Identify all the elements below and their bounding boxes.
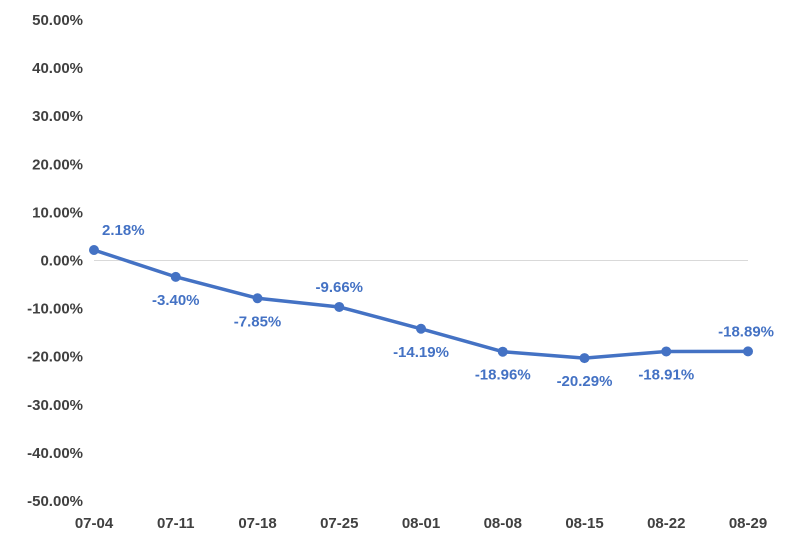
data-label: -18.91%	[638, 366, 694, 383]
data-label: -14.19%	[393, 344, 449, 361]
y-tick-label: 0.00%	[40, 253, 83, 270]
data-point	[252, 293, 263, 304]
y-tick-label: -20.00%	[27, 349, 83, 366]
y-tick-label: -30.00%	[27, 397, 83, 414]
data-point	[661, 346, 672, 357]
data-label: -9.66%	[315, 279, 363, 296]
data-label: 2.18%	[102, 222, 145, 239]
x-tick-label: 08-01	[402, 515, 440, 532]
series-group	[89, 245, 753, 364]
x-tick-label: 07-04	[75, 515, 114, 532]
data-point	[579, 353, 590, 364]
data-point	[170, 271, 181, 282]
y-tick-label: 20.00%	[32, 156, 83, 173]
data-label: -18.96%	[475, 367, 531, 384]
x-tick-label: 07-18	[238, 515, 276, 532]
data-label: -7.85%	[234, 313, 282, 330]
data-label: -18.89%	[718, 323, 774, 340]
x-axis: 07-04 07-11 07-18 07-25 08-01 08-08 08-15 08-22…	[75, 515, 767, 532]
x-tick-label: 07-25	[320, 515, 358, 532]
x-tick-label: 08-22	[647, 515, 685, 532]
y-tick-label: 30.00%	[32, 108, 83, 125]
x-tick-label: 08-29	[729, 515, 767, 532]
y-tick-label: 50.00%	[32, 12, 83, 29]
x-tick-label: 08-08	[484, 515, 522, 532]
data-point	[416, 323, 426, 334]
data-label: -3.40%	[152, 292, 200, 309]
data-label: -20.29%	[557, 373, 613, 390]
data-point	[89, 245, 99, 256]
data-point	[334, 301, 345, 312]
data-point	[497, 346, 508, 357]
y-tick-label: 10.00%	[32, 204, 83, 221]
x-tick-label: 07-11	[157, 515, 195, 532]
y-tick-label: 40.00%	[32, 60, 83, 77]
y-axis: 50.00% 40.00% 30.00% 20.00% 10.00% 0.00% -10.0…	[27, 12, 83, 510]
x-tick-label: 08-15	[565, 515, 603, 532]
y-tick-label: -50.00%	[27, 493, 83, 510]
data-point	[743, 346, 753, 357]
y-tick-label: -10.00%	[27, 301, 83, 318]
data-labels: 2.18% -3.40% -7.85% -9.66% -14.19% -18.96% -20…	[102, 222, 774, 390]
y-tick-label: -40.00%	[27, 445, 83, 462]
